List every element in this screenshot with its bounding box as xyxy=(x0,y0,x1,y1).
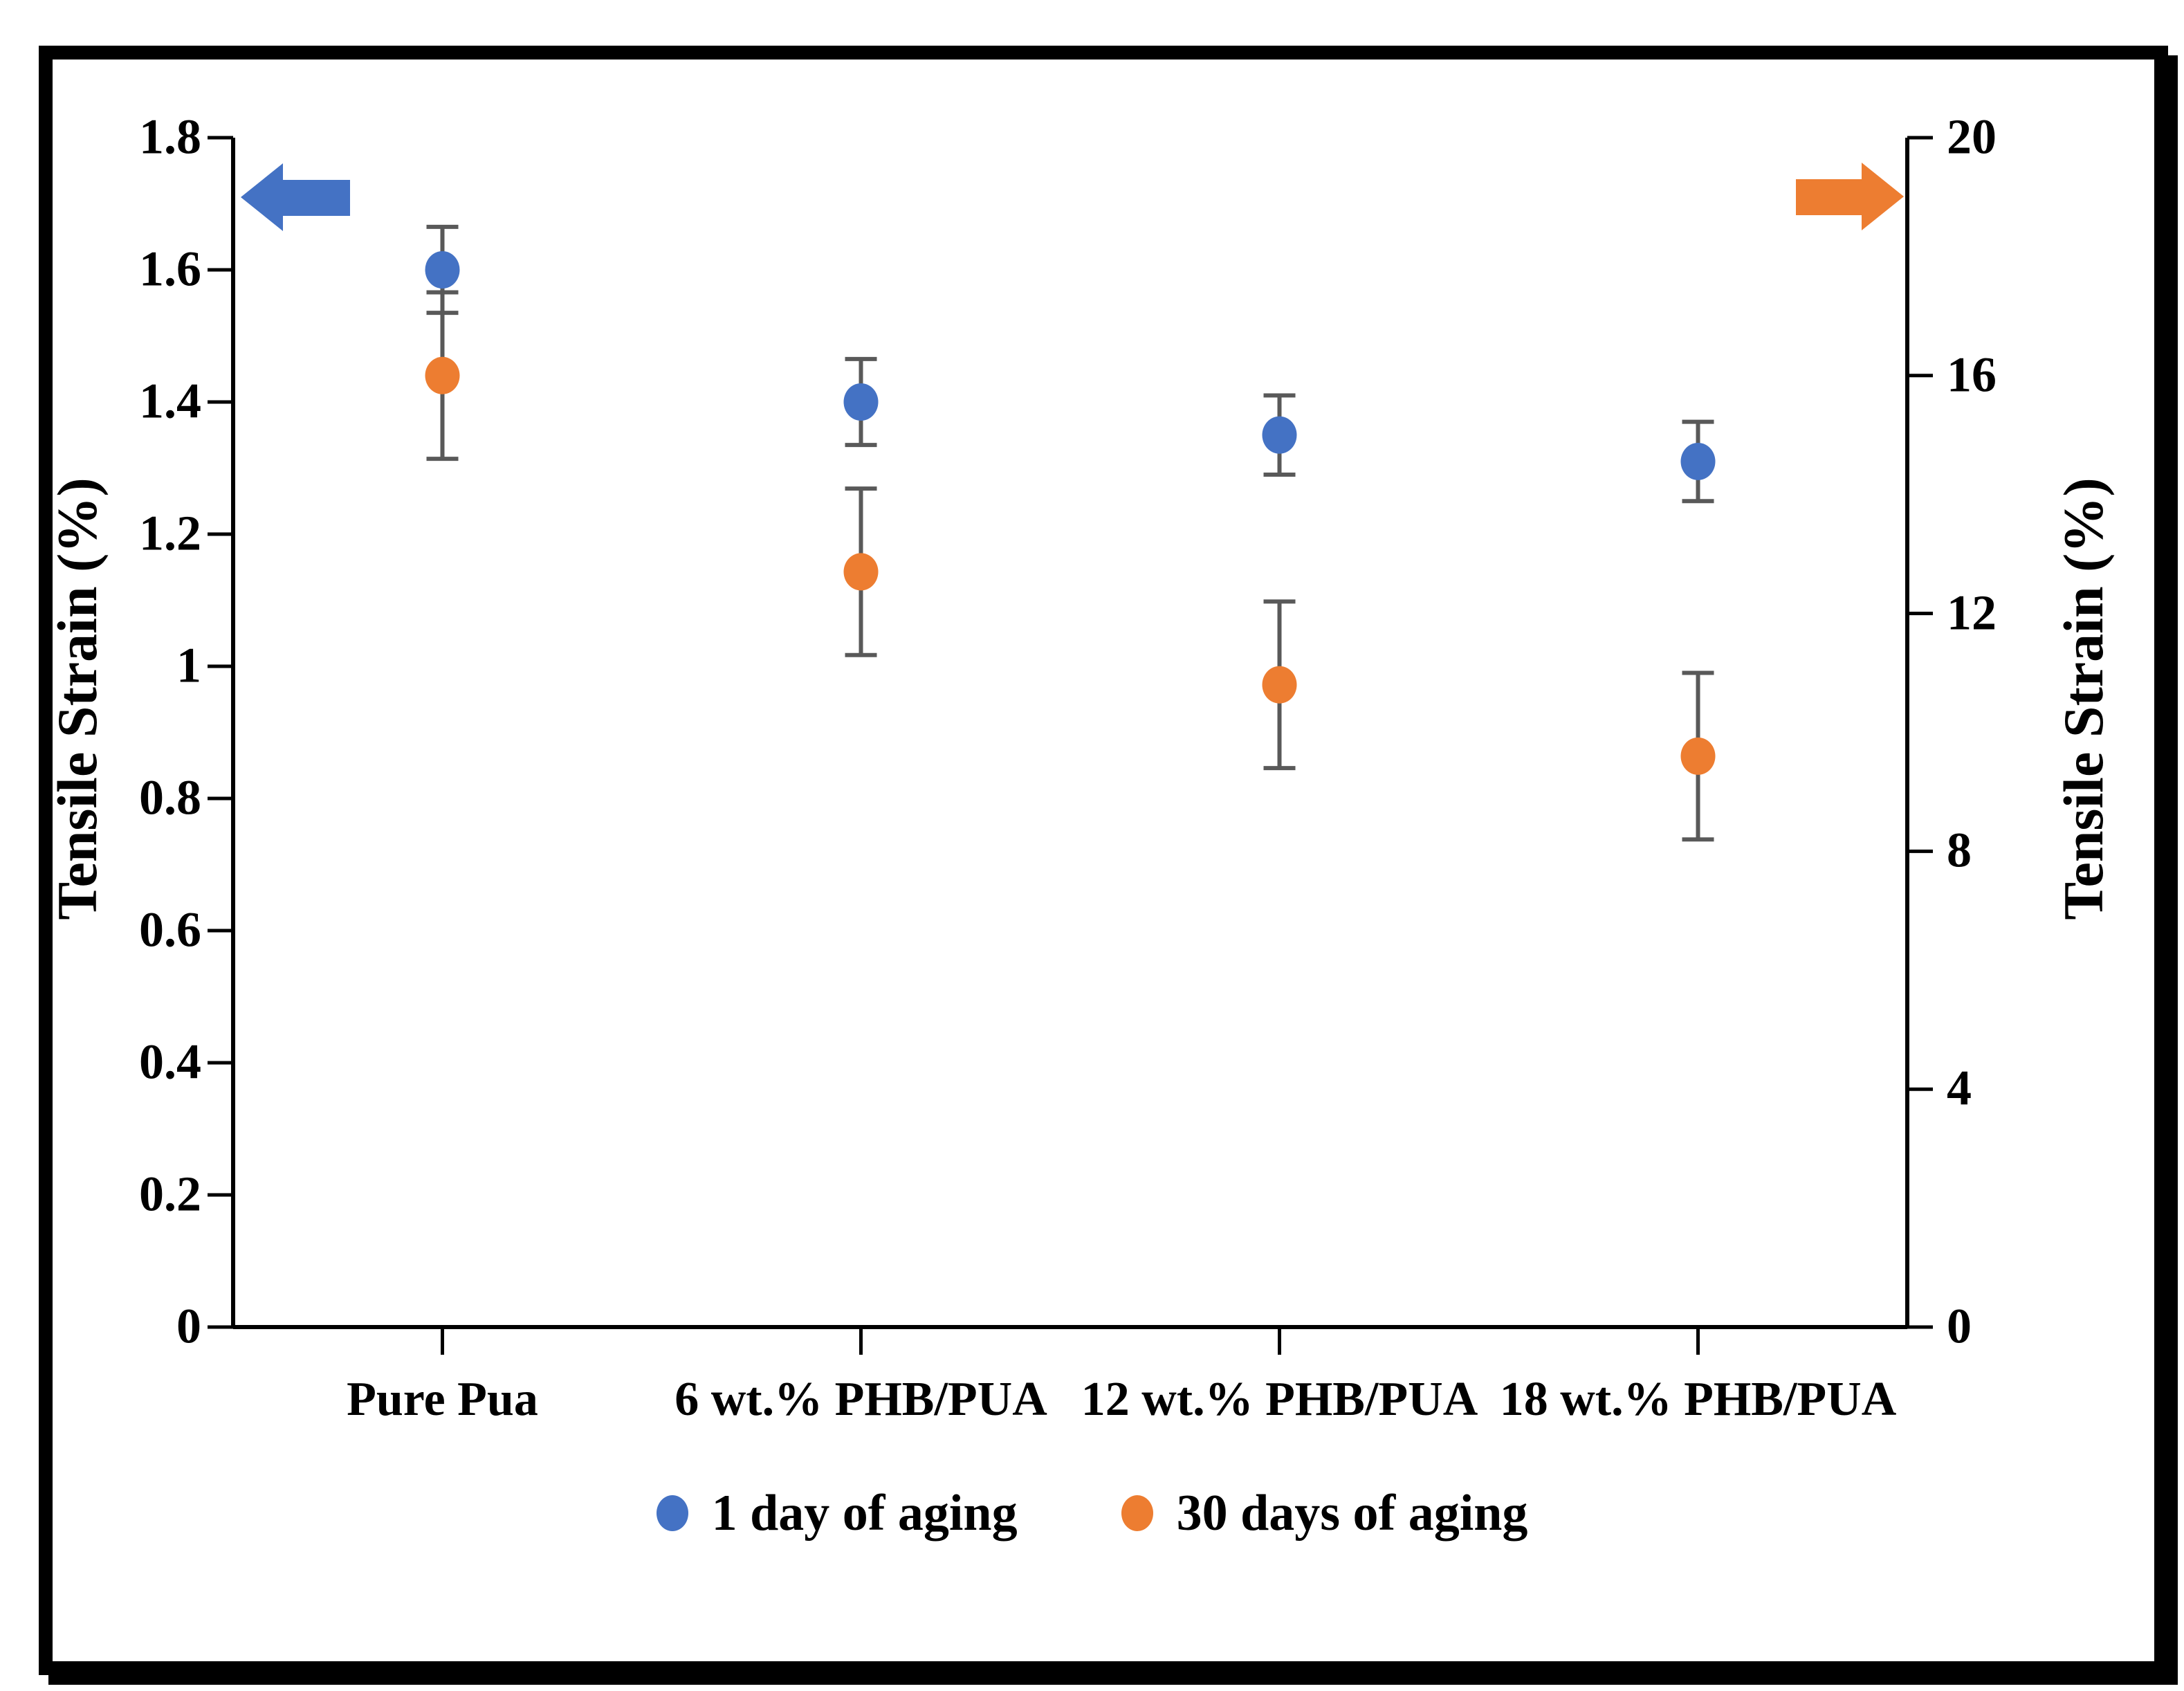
legend: 1 day of aging 30 days of aging xyxy=(0,1488,2184,1539)
left-axis-tick-label: 1 xyxy=(176,637,201,693)
right-axis-arrow-icon xyxy=(1796,163,1904,230)
legend-label: 30 days of aging xyxy=(1176,1485,1528,1542)
left-axis-tick-label: 0.8 xyxy=(139,769,201,825)
left-axis-tick-label: 1.2 xyxy=(139,505,201,561)
legend-label: 1 day of aging xyxy=(711,1485,1018,1542)
x-axis-category-label: 6 wt.% PHB/PUA xyxy=(675,1373,1047,1426)
right-axis-tick-label: 12 xyxy=(1947,585,1997,641)
data-point-orange xyxy=(425,356,460,394)
data-point-orange xyxy=(1262,666,1297,704)
right-axis-title: Tensile Strain (%) xyxy=(2052,477,2115,920)
legend-item: 1 day of aging xyxy=(656,1485,1018,1542)
left-axis-tick-label: 1.4 xyxy=(139,373,201,429)
left-axis-tick-label: 1.6 xyxy=(139,241,201,297)
data-point-orange xyxy=(843,553,879,591)
data-point-blue xyxy=(425,251,460,289)
left-axis-arrow-icon xyxy=(241,163,350,231)
x-axis-category-label: 18 wt.% PHB/PUA xyxy=(1499,1373,1897,1426)
left-axis-title: Tensile Strain (%) xyxy=(46,477,109,920)
right-axis-tick-label: 4 xyxy=(1947,1060,1972,1116)
data-point-blue xyxy=(843,383,879,421)
right-axis-tick-label: 0 xyxy=(1947,1298,1972,1354)
legend-item: 30 days of aging xyxy=(1121,1485,1528,1542)
data-point-blue xyxy=(1680,442,1716,480)
x-axis-category-label: 12 wt.% PHB/PUA xyxy=(1081,1373,1478,1426)
legend-marker-icon xyxy=(656,1495,688,1531)
right-axis-tick-label: 20 xyxy=(1947,109,1997,165)
left-axis-tick-label: 1.8 xyxy=(139,109,201,165)
right-axis-tick-label: 16 xyxy=(1947,347,1997,403)
legend-marker-icon xyxy=(1121,1495,1153,1531)
data-point-blue xyxy=(1262,416,1297,454)
chart-frame xyxy=(39,46,2168,1675)
data-point-orange xyxy=(1680,737,1716,775)
left-axis-tick-label: 0 xyxy=(176,1298,201,1354)
left-axis-tick-label: 0.2 xyxy=(139,1166,201,1222)
x-axis-category-label: Pure Pua xyxy=(347,1373,538,1426)
right-axis-tick-label: 8 xyxy=(1947,822,1972,878)
left-axis-tick-label: 0.4 xyxy=(139,1034,201,1090)
left-axis-tick-label: 0.6 xyxy=(139,902,201,958)
